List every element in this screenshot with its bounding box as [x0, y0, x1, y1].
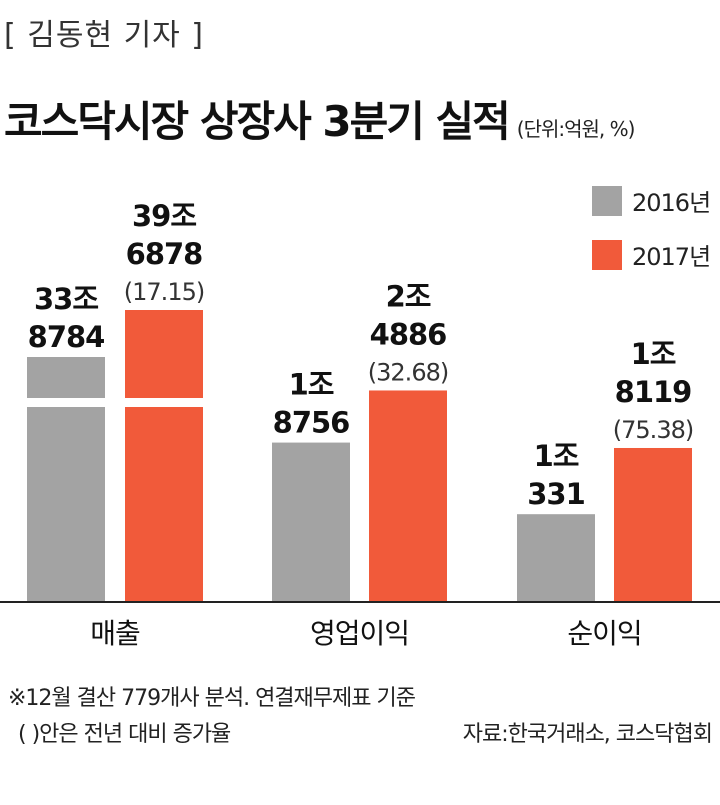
title-row: 코스닥시장 상장사 3분기 실적 (단위:억원, %): [4, 88, 636, 149]
legend-item-2017: 2017년: [592, 237, 711, 272]
legend-swatch-2016: [592, 185, 622, 216]
value-label-2-1-b: 8119: [615, 375, 692, 409]
value-label-1-0-b: 8756: [273, 406, 350, 440]
bar-1-1: [369, 390, 447, 602]
bar-1-0: [272, 442, 350, 602]
footer-source: 자료:한국거래소, 코스닥협회: [462, 722, 713, 747]
footer-note-1: ※12월 결산 779개사 분석. 연결재무제표 기준: [8, 686, 416, 711]
unit-label: (단위:억원, %): [516, 117, 636, 141]
category-label-1: 영업이익: [310, 617, 409, 650]
value-label-0-1-a: 39조: [132, 199, 196, 233]
value-label-2-1-a: 1조: [631, 337, 676, 371]
value-label-0-1-b: 6878: [126, 237, 203, 271]
value-label-2-0-a: 1조: [534, 439, 579, 473]
value-label-2-0-b: 331: [527, 477, 585, 511]
legend-swatch-2017: [592, 239, 622, 270]
value-label-0-0-b: 8784: [28, 320, 105, 354]
bar-2-0: [517, 514, 595, 602]
bar-2-1: [614, 447, 692, 602]
chart-title: 코스닥시장 상장사 3분기 실적: [4, 97, 511, 146]
axis-break-1: [124, 398, 204, 407]
footer-note-2: ( )안은 전년 대비 증가율: [18, 722, 231, 747]
growth-label-2: (75.38): [613, 416, 693, 444]
legend-item-2016: 2016년: [592, 183, 711, 218]
category-label-2: 순이익: [567, 617, 641, 650]
legend-label-2017: 2017년: [632, 243, 711, 271]
value-label-0-0-a: 33조: [34, 282, 98, 316]
category-label-0: 매출: [90, 617, 140, 650]
growth-label-1: (32.68): [368, 358, 448, 386]
byline: [ 김동현 기자 ]: [4, 18, 205, 53]
value-label-1-0-a: 1조: [289, 368, 334, 402]
growth-label-0: (17.15): [124, 278, 204, 306]
value-label-1-1-b: 4886: [370, 317, 447, 351]
axis-break-0: [26, 398, 106, 407]
bar-0-0: [27, 357, 105, 602]
value-label-1-1-a: 2조: [386, 279, 431, 313]
legend-label-2016: 2016년: [632, 189, 711, 217]
bar-0-1: [125, 310, 203, 602]
